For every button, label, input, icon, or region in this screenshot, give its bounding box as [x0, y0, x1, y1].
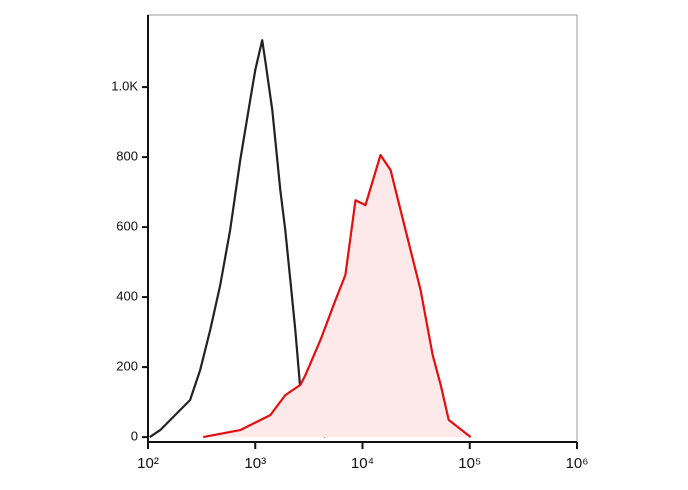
y-tick-label: 1.0K: [111, 79, 138, 94]
y-tick-label: 0: [131, 429, 138, 444]
x-tick-label: 10⁵: [458, 455, 481, 472]
histogram-line: [202, 153, 472, 439]
y-tick-label: 200: [116, 359, 138, 374]
x-tick-label: 10³: [244, 455, 266, 472]
x-tick-label: 10⁶: [566, 455, 589, 472]
x-tick-label: 10⁴: [351, 455, 374, 472]
y-tick-label: 400: [116, 289, 138, 304]
histogram-line: [149, 39, 327, 439]
x-tick-label: 10²: [137, 455, 159, 472]
y-tick-label: 800: [116, 149, 138, 164]
y-tick-label: 600: [116, 219, 138, 234]
